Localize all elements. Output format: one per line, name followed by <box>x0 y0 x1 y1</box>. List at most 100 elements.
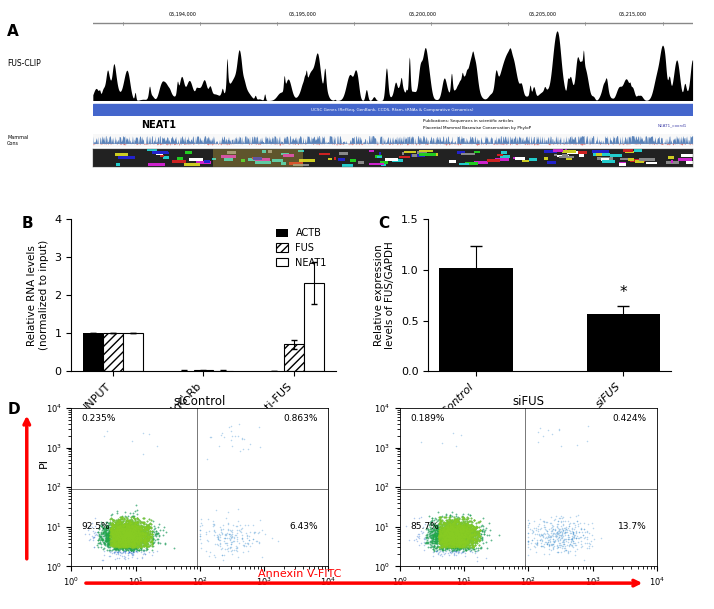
Point <box>441 531 452 541</box>
Point <box>111 544 123 554</box>
Point <box>112 518 124 528</box>
Point <box>459 529 471 539</box>
Point <box>430 537 441 546</box>
Point <box>471 533 483 543</box>
Point <box>118 530 129 540</box>
Point <box>112 535 124 545</box>
Point <box>455 532 466 541</box>
Point <box>124 524 136 534</box>
Point <box>115 515 126 524</box>
Point <box>95 532 106 541</box>
Point <box>134 536 146 546</box>
Point <box>429 513 441 523</box>
Point <box>439 538 451 547</box>
Bar <box>225 155 234 158</box>
Point <box>194 521 206 531</box>
Point <box>120 529 131 539</box>
Point <box>126 526 137 535</box>
Point <box>114 518 126 528</box>
Point <box>131 534 142 544</box>
Point <box>101 518 112 527</box>
Point <box>476 542 487 552</box>
Point <box>238 540 249 550</box>
Point <box>441 530 452 540</box>
Point <box>437 532 448 542</box>
Point <box>456 521 468 530</box>
Point <box>134 529 146 538</box>
Point <box>129 539 140 549</box>
Point <box>467 530 478 540</box>
Point <box>118 532 129 542</box>
Point <box>124 530 136 540</box>
Point <box>134 533 145 543</box>
Point <box>126 530 137 540</box>
Point <box>121 543 132 553</box>
Point <box>121 518 132 528</box>
Point <box>131 513 143 523</box>
Point <box>116 532 128 541</box>
Point <box>119 538 130 547</box>
Point <box>131 527 142 537</box>
Point <box>465 536 476 546</box>
Point <box>443 532 454 542</box>
Point <box>461 529 472 538</box>
Point <box>107 544 119 554</box>
Point <box>122 524 134 534</box>
Point <box>115 525 126 535</box>
Point <box>455 538 466 548</box>
Point <box>119 525 130 535</box>
Point <box>104 525 116 535</box>
Point <box>110 529 121 538</box>
Point <box>134 529 146 539</box>
Point <box>454 535 466 545</box>
Point <box>463 537 475 547</box>
Point <box>112 522 124 532</box>
Point <box>134 521 145 530</box>
Point <box>122 529 134 539</box>
Point <box>457 530 468 540</box>
Point <box>451 540 463 549</box>
Point <box>545 532 556 542</box>
Bar <box>559 156 574 158</box>
Point <box>143 531 154 541</box>
Point <box>109 526 121 535</box>
Point <box>104 525 115 535</box>
Point <box>112 533 124 543</box>
Point <box>454 529 466 538</box>
Point <box>223 534 235 544</box>
Point <box>126 541 137 551</box>
Point <box>426 527 438 537</box>
Point <box>120 535 131 545</box>
Point <box>101 535 112 544</box>
Point <box>425 524 436 533</box>
Point <box>433 532 444 541</box>
Point <box>121 525 133 535</box>
Point <box>429 530 441 540</box>
Point <box>127 536 139 546</box>
Point <box>444 538 456 548</box>
Point <box>447 545 458 555</box>
Point <box>139 530 151 540</box>
Point <box>468 544 480 554</box>
Point <box>109 541 120 551</box>
Point <box>453 532 465 541</box>
Point <box>446 527 458 537</box>
Point <box>124 531 136 541</box>
Point <box>441 530 453 540</box>
Point <box>453 520 465 530</box>
Point <box>123 529 134 538</box>
Point <box>139 529 151 538</box>
Point <box>446 539 458 549</box>
Point <box>129 532 140 541</box>
Point <box>101 536 112 546</box>
Point <box>131 530 143 540</box>
Point <box>126 526 137 536</box>
Point <box>132 525 144 535</box>
Point <box>123 531 134 541</box>
Point <box>446 527 457 537</box>
Point <box>451 529 462 539</box>
Point <box>110 530 121 540</box>
Point <box>140 533 151 543</box>
Point <box>104 537 116 547</box>
Point <box>131 523 143 533</box>
